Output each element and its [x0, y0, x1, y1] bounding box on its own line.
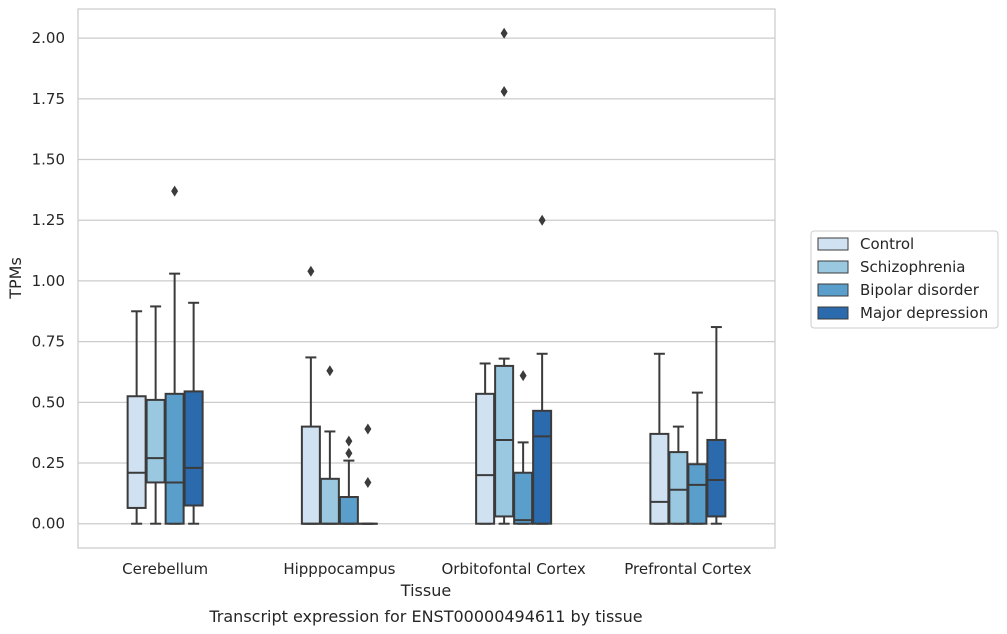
boxes — [126, 27, 727, 525]
legend-swatch — [817, 306, 849, 320]
box-body — [532, 409, 553, 525]
box-body — [687, 463, 708, 525]
box-body — [338, 496, 359, 525]
box-body — [494, 364, 515, 518]
outlier-point — [538, 214, 546, 226]
box-body — [649, 432, 670, 525]
legend-label: Control — [860, 235, 914, 253]
outlier-point — [364, 423, 372, 435]
y-tick-label: 1.00 — [32, 272, 65, 290]
box-body — [706, 438, 727, 518]
outlier-point — [345, 447, 353, 459]
box-control — [126, 310, 147, 525]
box-body — [126, 395, 147, 509]
box-control — [300, 265, 321, 525]
box-body — [164, 392, 185, 525]
box-major-depression — [183, 301, 204, 525]
y-axis-title: TPMs — [6, 257, 25, 300]
legend-label: Bipolar disorder — [860, 281, 980, 299]
outlier-point — [364, 476, 372, 488]
box-schizophrenia — [494, 27, 515, 525]
box-body — [300, 425, 321, 525]
y-tick-label: 2.00 — [32, 29, 65, 47]
box-control — [649, 352, 670, 525]
y-tick-label: 1.50 — [32, 151, 65, 169]
outlier-point — [307, 265, 315, 277]
y-tick-label: 0.00 — [32, 515, 65, 533]
box-major-depression — [357, 423, 378, 525]
y-tick-label: 0.50 — [32, 393, 65, 411]
y-tick-labels: 0.00 0.25 0.50 0.75 1.00 1.25 1.50 1.75 2.00 — [32, 29, 65, 533]
box-bipolar-disorder — [513, 370, 534, 525]
legend-swatch — [817, 237, 849, 251]
box-major-depression — [706, 326, 727, 525]
box-schizophrenia — [668, 425, 689, 525]
legend-swatch — [817, 260, 849, 274]
outlier-point — [171, 185, 179, 197]
box-bipolar-disorder — [338, 435, 359, 525]
box-control — [475, 362, 496, 525]
legend-label: Schizophrenia — [860, 258, 965, 276]
y-tick-label: 0.25 — [32, 454, 65, 472]
box-major-depression — [532, 214, 553, 525]
box-schizophrenia — [145, 305, 166, 525]
plot-area — [77, 8, 776, 549]
box-schizophrenia — [319, 365, 340, 525]
outlier-point — [500, 86, 508, 98]
outlier-point — [500, 27, 508, 39]
y-tick-label: 0.75 — [32, 333, 65, 351]
box-body — [145, 398, 166, 484]
box-bipolar-disorder — [687, 391, 708, 525]
box-body — [475, 392, 496, 525]
outlier-point — [345, 435, 353, 447]
legend-swatch — [817, 283, 849, 297]
x-tick-label: Orbitofontal Cortex — [442, 560, 586, 578]
box-body — [183, 390, 204, 507]
x-tick-label: Hipppocampus — [283, 560, 395, 578]
x-axis-title: Tissue — [400, 581, 451, 600]
y-tick-label: 1.25 — [32, 211, 65, 229]
outlier-point — [326, 365, 334, 377]
box-body — [513, 471, 534, 525]
x-tick-labels: Cerebellum Hipppocampus Orbitofontal Corte… — [122, 560, 751, 578]
x-tick-label: Cerebellum — [122, 560, 208, 578]
box-bipolar-disorder — [164, 185, 185, 525]
box-body — [319, 477, 340, 525]
outlier-point — [519, 370, 527, 382]
legend-label: Major depression — [860, 304, 988, 322]
chart-caption: Transcript expression for ENST0000049461… — [208, 607, 642, 626]
legend: Control Schizophrenia Bipolar disorder Majo… — [810, 230, 999, 329]
y-tick-label: 1.75 — [32, 90, 65, 108]
legend-frame — [810, 230, 999, 329]
box-body — [668, 451, 689, 525]
x-tick-label: Prefrontal Cortex — [624, 560, 751, 578]
